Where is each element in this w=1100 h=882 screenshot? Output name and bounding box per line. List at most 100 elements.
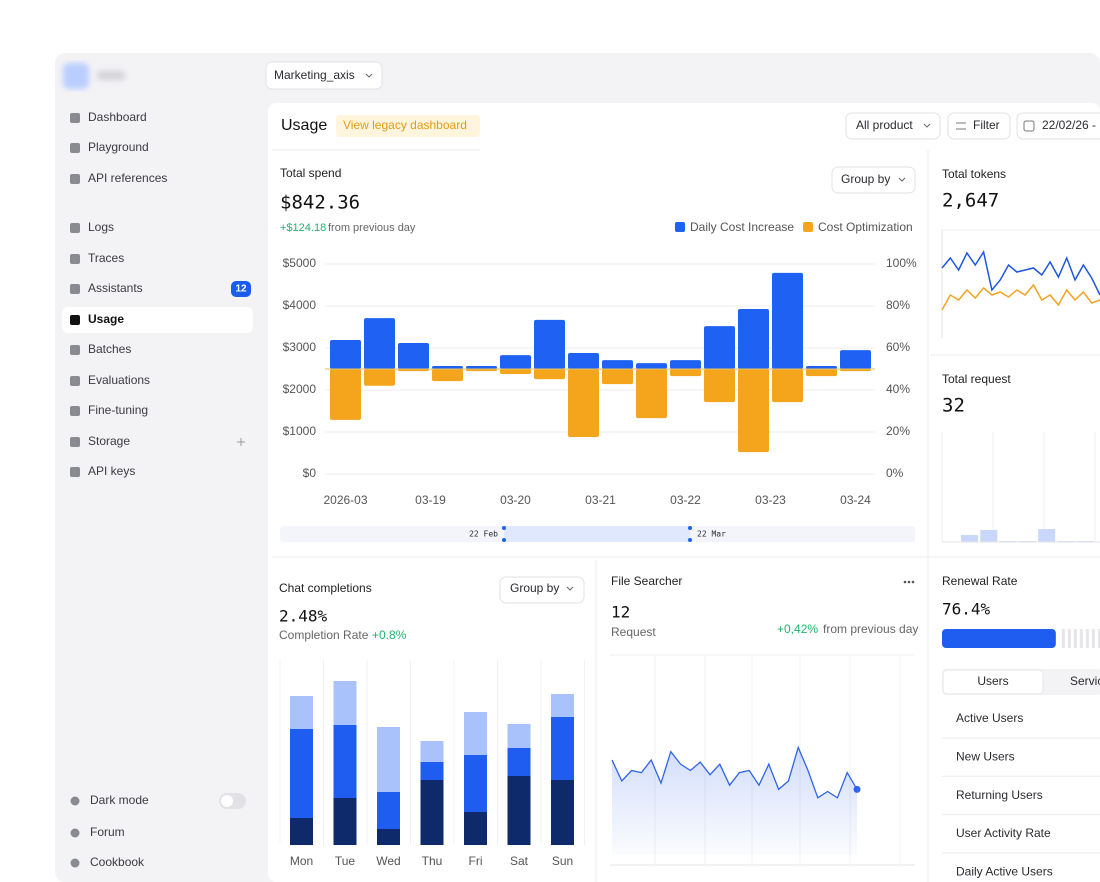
x-tick-label: 03-21	[585, 493, 616, 507]
change-note: from previous day	[328, 222, 416, 234]
list-row[interactable]: User Activity Rate	[956, 826, 1051, 840]
bar	[806, 369, 837, 377]
nav-item[interactable]: Fine-tuning	[88, 403, 148, 417]
nav-item[interactable]: Batches	[88, 342, 131, 356]
kpi: 2,647	[942, 190, 999, 212]
change: +0,42%	[777, 622, 818, 636]
y2-tick-label: 40%	[886, 382, 910, 396]
nav-icon	[70, 437, 80, 447]
bar-segment	[551, 780, 574, 845]
toggle-knob	[221, 795, 233, 807]
product-filter: All product	[856, 118, 913, 132]
legend-label: Daily Cost Increase	[690, 220, 794, 234]
bar	[534, 369, 565, 380]
chevron	[365, 73, 373, 78]
bar	[704, 326, 735, 369]
nav-item[interactable]: Traces	[88, 251, 124, 265]
nav-badge-count: 12	[235, 284, 247, 295]
y-tick-label: $4000	[283, 298, 317, 312]
nav-item[interactable]: Cookbook	[90, 855, 145, 869]
bar	[636, 363, 667, 369]
x-tick-label: Tue	[335, 854, 356, 868]
nav-item[interactable]: Playground	[88, 140, 149, 154]
nav-item[interactable]: Storage	[88, 434, 130, 448]
nav-item[interactable]: Usage	[88, 312, 124, 326]
list-row[interactable]: Daily Active Users	[956, 864, 1053, 878]
end-point	[853, 785, 861, 793]
nav-item[interactable]: Evaluations	[88, 373, 150, 387]
workspace-select[interactable]	[265, 61, 383, 90]
progress-stripe	[1073, 629, 1077, 648]
range-handle[interactable]	[502, 526, 506, 530]
bar	[636, 369, 667, 419]
bar	[738, 308, 769, 369]
bar	[398, 369, 429, 372]
storage-add[interactable]	[237, 438, 245, 446]
nav-icon	[70, 143, 80, 153]
x-tick-label: Wed	[376, 854, 400, 868]
nav-icon	[70, 406, 80, 416]
bar	[568, 353, 599, 369]
range-handle[interactable]	[502, 538, 506, 542]
tab-active[interactable]	[942, 669, 1044, 695]
bar-segment	[290, 818, 313, 845]
product-select[interactable]	[845, 112, 941, 140]
bar	[364, 318, 395, 369]
chevron	[566, 586, 574, 591]
legacy-badge[interactable]	[336, 115, 480, 137]
progress-stripe	[1079, 629, 1083, 648]
bar	[398, 342, 429, 369]
bar-segment	[377, 792, 400, 829]
line	[941, 250, 1100, 296]
bar-segment	[464, 755, 487, 812]
range-handle[interactable]	[688, 538, 692, 542]
tab[interactable]: Users	[977, 674, 1008, 688]
range-selection[interactable]	[504, 526, 690, 542]
bar	[1038, 529, 1056, 542]
bar	[670, 369, 701, 377]
bar	[432, 369, 463, 382]
bar-segment	[377, 829, 400, 845]
bar	[500, 355, 531, 369]
date-picker[interactable]	[1016, 112, 1100, 140]
bar	[806, 366, 837, 369]
bar-segment	[377, 727, 400, 792]
kpi-label: Request	[611, 625, 656, 639]
nav-item[interactable]: Dashboard	[88, 110, 147, 124]
line	[611, 745, 858, 799]
date-range: 22/02/26 -	[1042, 118, 1096, 132]
x-tick-label: Thu	[422, 854, 443, 868]
x-tick-label: 03-24	[840, 493, 871, 507]
list-row[interactable]: Returning Users	[956, 788, 1043, 802]
nav-item[interactable]: API keys	[88, 464, 135, 478]
nav-icon	[70, 284, 80, 294]
nav-icon	[70, 345, 80, 355]
bar	[466, 369, 497, 372]
group-by[interactable]	[499, 576, 585, 604]
nav-item[interactable]: API references	[88, 171, 167, 185]
nav-icon	[70, 796, 80, 806]
nav-item[interactable]: Assistants	[88, 281, 143, 295]
range-handle[interactable]	[688, 526, 692, 530]
nav-item[interactable]: Dark mode	[90, 793, 149, 807]
more-menu[interactable]	[903, 580, 915, 584]
nav-item[interactable]: Logs	[88, 220, 114, 234]
y2-tick-label: 20%	[886, 424, 910, 438]
bar	[840, 350, 871, 369]
y-tick-label: $1000	[283, 424, 317, 438]
change: +0.8%	[372, 628, 407, 642]
bar-segment	[290, 729, 313, 818]
calendar-icon	[1023, 120, 1035, 132]
group-by[interactable]	[831, 166, 916, 194]
nav-item[interactable]: Forum	[90, 825, 125, 839]
nav-icon	[70, 223, 80, 233]
card-title: Renewal Rate	[942, 574, 1018, 588]
tab[interactable]: Services	[1070, 674, 1100, 688]
list-row[interactable]: Active Users	[956, 711, 1023, 725]
filter-button[interactable]	[947, 112, 1011, 140]
chevron	[923, 123, 931, 128]
list-row[interactable]: New Users	[956, 749, 1015, 763]
nav-icon	[70, 467, 80, 477]
